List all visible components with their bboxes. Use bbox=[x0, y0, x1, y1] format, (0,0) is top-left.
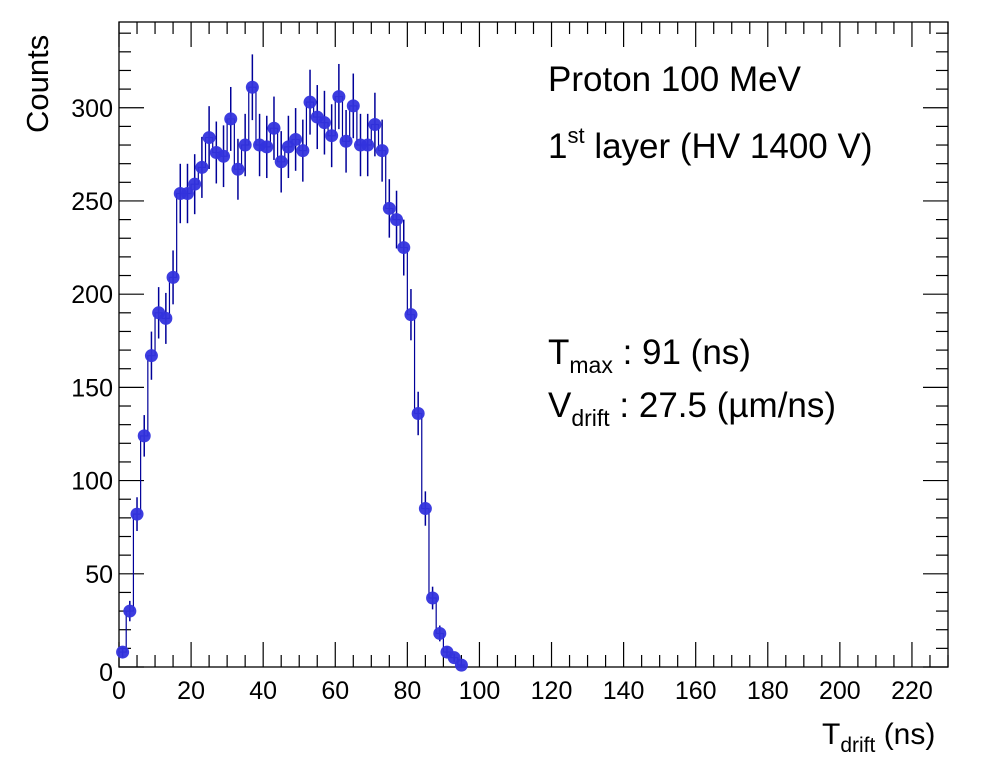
data-point bbox=[180, 187, 194, 201]
data-point bbox=[303, 95, 317, 109]
y-tick-label: 250 bbox=[71, 188, 113, 216]
data-point bbox=[130, 507, 144, 521]
annotation-particle-text: Proton 100 MeV bbox=[548, 60, 801, 99]
data-point bbox=[411, 406, 425, 420]
plot-frame-rect bbox=[118, 21, 949, 668]
data-point bbox=[390, 213, 404, 227]
data-point bbox=[116, 645, 130, 659]
data-point bbox=[346, 99, 360, 113]
x-axis-label-sub: drift bbox=[840, 734, 876, 757]
annotation-layer: 1st layer (HV 1400 V) bbox=[548, 123, 873, 167]
data-point bbox=[195, 160, 209, 174]
data-point bbox=[454, 658, 468, 672]
data-point bbox=[224, 112, 238, 126]
annotation-vdrift-main: V bbox=[548, 386, 572, 425]
y-axis-label: Counts bbox=[20, 35, 56, 133]
x-tick-label: 200 bbox=[819, 677, 861, 705]
y-tick-label: 0 bbox=[99, 659, 113, 687]
axis-tick-labels: 0 20 40 60 80 100 120 140 160 180 200 220 0 50 100 150 2… bbox=[71, 95, 933, 705]
x-tick-label: 160 bbox=[675, 677, 717, 705]
y-tick-label: 300 bbox=[71, 95, 113, 123]
x-tick-label: 40 bbox=[249, 677, 277, 705]
data-point bbox=[123, 604, 137, 618]
data-point bbox=[166, 270, 180, 284]
data-point bbox=[332, 90, 346, 104]
x-axis-label-main: T bbox=[822, 718, 841, 751]
data-point bbox=[426, 591, 440, 605]
x-axis-label: Tdrift (ns) bbox=[822, 718, 935, 758]
y-axis-label-text: Counts bbox=[20, 34, 55, 133]
data-point bbox=[382, 201, 396, 215]
x-tick-label: 80 bbox=[393, 677, 421, 705]
annotation-tmax-main: T bbox=[548, 333, 570, 372]
data-point bbox=[274, 155, 288, 169]
x-tick-label: 220 bbox=[891, 677, 933, 705]
annotation-vdrift: Vdrift : 27.5 (µm/ns) bbox=[548, 386, 836, 432]
data-point bbox=[433, 626, 447, 640]
data-point bbox=[317, 116, 331, 130]
data-series bbox=[116, 54, 468, 672]
annotation-vdrift-sub: drift bbox=[571, 405, 610, 431]
annotation-tmax: Tmax : 91 (ns) bbox=[548, 333, 751, 379]
data-point bbox=[217, 149, 231, 163]
y-tick-label: 200 bbox=[71, 281, 113, 309]
data-point bbox=[188, 177, 202, 191]
x-tick-label: 100 bbox=[459, 677, 501, 705]
annotation-layer-num: 1 bbox=[548, 127, 568, 166]
data-point bbox=[137, 429, 151, 443]
y-tick-label: 100 bbox=[71, 468, 113, 496]
annotation-tmax-value: : 91 (ns) bbox=[612, 333, 751, 372]
annotation-layer-sup: st bbox=[567, 123, 585, 148]
data-point bbox=[159, 311, 173, 325]
x-tick-label: 0 bbox=[112, 677, 126, 705]
data-point bbox=[361, 138, 375, 152]
x-tick-label: 120 bbox=[531, 677, 573, 705]
axis-ticks bbox=[118, 22, 949, 668]
plot-frame bbox=[118, 21, 949, 668]
annotation-vdrift-value: : 27.5 (µm/ns) bbox=[609, 386, 837, 425]
data-point bbox=[418, 502, 432, 516]
annotation-layer-rest: layer (HV 1400 V) bbox=[584, 127, 873, 166]
annotation-tmax-sub: max bbox=[569, 352, 613, 378]
x-axis-label-unit: (ns) bbox=[883, 718, 936, 751]
data-point bbox=[397, 241, 411, 255]
data-point bbox=[245, 80, 259, 94]
data-point bbox=[289, 132, 303, 146]
data-point bbox=[144, 349, 158, 363]
x-tick-label: 20 bbox=[177, 677, 205, 705]
data-point bbox=[267, 121, 281, 135]
data-point bbox=[325, 129, 339, 143]
y-tick-label: 50 bbox=[85, 561, 113, 589]
x-tick-label: 60 bbox=[321, 677, 349, 705]
histogram-step-line bbox=[119, 86, 466, 666]
x-tick-label: 180 bbox=[747, 677, 789, 705]
data-point bbox=[339, 134, 353, 148]
data-point bbox=[260, 140, 274, 154]
data-point bbox=[368, 118, 382, 132]
data-point bbox=[296, 144, 310, 158]
y-tick-label: 150 bbox=[71, 374, 113, 402]
data-point bbox=[404, 308, 418, 322]
data-point bbox=[231, 162, 245, 176]
x-tick-label: 140 bbox=[603, 677, 645, 705]
data-point bbox=[238, 138, 252, 152]
data-point bbox=[375, 144, 389, 158]
annotation-particle: Proton 100 MeV bbox=[548, 60, 801, 100]
data-point bbox=[202, 131, 216, 145]
